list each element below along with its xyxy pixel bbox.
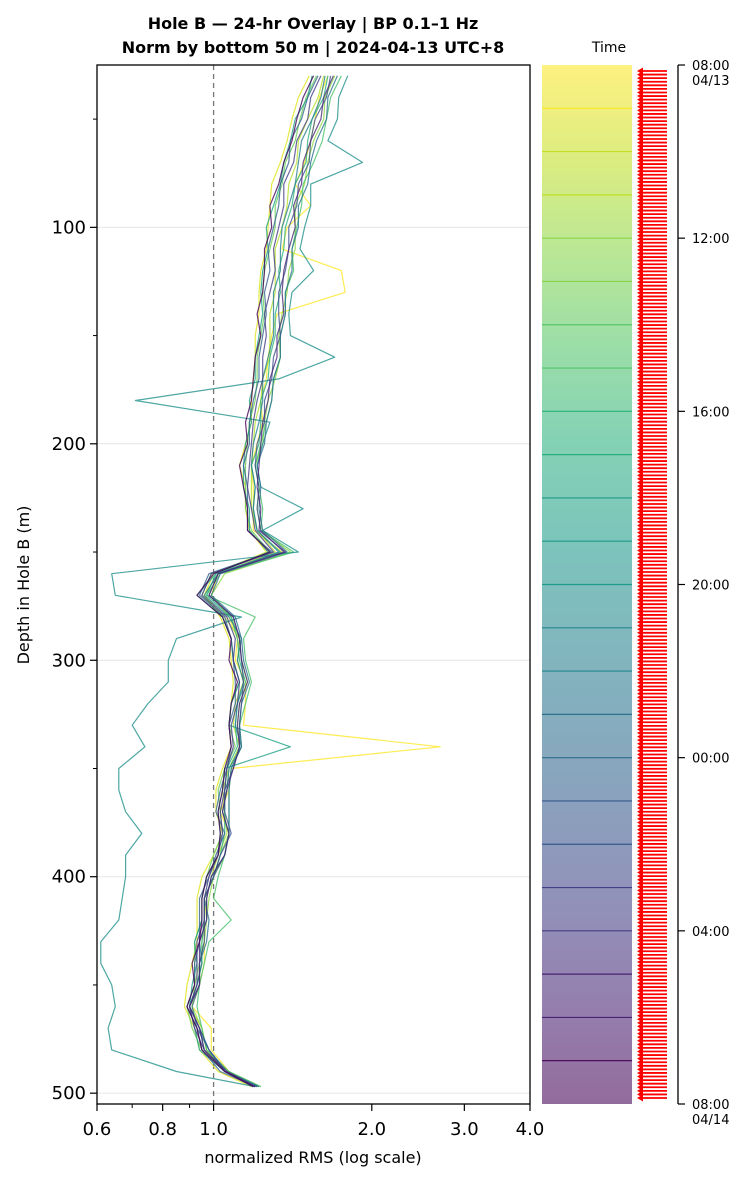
series-line-1600 xyxy=(100,75,364,1088)
series-line-1100 xyxy=(191,75,336,1088)
plot-area: 0.6 0.8 1.0 2.0 3.0 4.0 100 200 300 400 500 xyxy=(52,64,545,1140)
time-arrow-head xyxy=(637,1094,643,1102)
colorbar: 08:0004/1312:0016:0020:0000:0004:0008:00… xyxy=(542,59,729,1128)
colorbar-tick-label: 04/13 xyxy=(692,74,729,89)
series-line-2300 xyxy=(186,75,315,1088)
colorbar-tick-label: 08:00 xyxy=(692,1098,729,1113)
x-tick-label: 1.0 xyxy=(199,1119,228,1140)
colorbar-tick-label: 04:00 xyxy=(692,925,729,940)
colorbar-tick-label: 00:00 xyxy=(692,752,729,767)
x-axis-label: normalized RMS (log scale) xyxy=(204,1148,421,1167)
colorbar-ticks: 08:0004/1312:0016:0020:0000:0004:0008:00… xyxy=(678,59,729,1128)
series-line-1900 xyxy=(186,75,319,1088)
y-axis: 100 200 300 400 500 xyxy=(52,118,97,1104)
y-tick-label: 300 xyxy=(52,650,86,671)
plot-frame xyxy=(96,64,531,1105)
chart-title-line2: Norm by bottom 50 m | 2024-04-13 UTC+8 xyxy=(122,38,505,58)
y-tick-label: 100 xyxy=(52,217,86,238)
colorbar-bands xyxy=(542,107,632,1062)
x-tick-label: 4.0 xyxy=(516,1119,545,1140)
series-lines xyxy=(100,75,441,1088)
x-tick-label: 0.6 xyxy=(83,1119,112,1140)
series-line-1800 xyxy=(191,75,338,1088)
series-line-0900 xyxy=(183,75,310,1088)
colorbar-tick-label: 20:00 xyxy=(692,579,729,594)
x-axis: 0.6 0.8 1.0 2.0 3.0 4.0 xyxy=(83,1104,545,1140)
y-axis-label: Depth in Hole B (m) xyxy=(14,506,33,665)
x-tick-label: 2.0 xyxy=(357,1119,386,1140)
colorbar-tick-label: 04/14 xyxy=(692,1113,729,1128)
colorbar-tick-label: 16:00 xyxy=(692,405,729,420)
y-tick-label: 500 xyxy=(52,1083,86,1104)
colorbar-arrows xyxy=(637,67,667,1102)
colorbar-tick-label: 08:00 xyxy=(692,59,729,74)
x-tick-label: 3.0 xyxy=(450,1119,479,1140)
chart-title-line1: Hole B — 24-hr Overlay | BP 0.1–1 Hz xyxy=(148,14,479,34)
colorbar-label: Time xyxy=(591,40,626,56)
series-line-2200 xyxy=(188,75,334,1088)
colorbar-tick-label: 12:00 xyxy=(692,232,729,247)
y-grid xyxy=(97,226,530,1094)
y-tick-label: 200 xyxy=(52,434,86,455)
y-tick-label: 400 xyxy=(52,867,86,888)
series-line-2100 xyxy=(188,75,322,1088)
x-tick-label: 0.8 xyxy=(148,1119,177,1140)
